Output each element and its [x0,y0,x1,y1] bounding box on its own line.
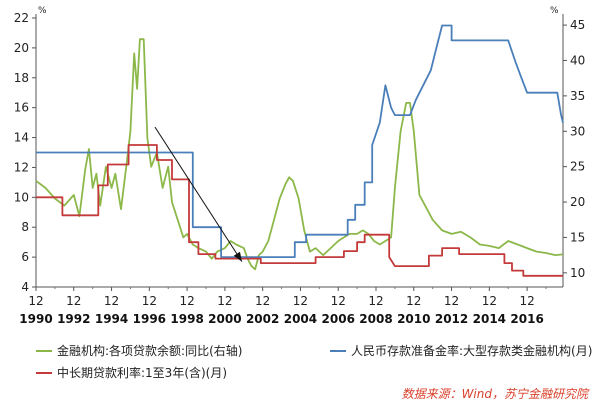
legend-label-3: 中长期贷款利率:1至3年(含)(月) [57,365,227,380]
x-tick-month-label: 12 [406,294,421,308]
x-tick-year-label: 2014 [473,312,506,326]
axes: 4 6 8 10 12 14 16 18 20 22 % 10 15 20 25 30 35 40 45% 12 199… [14,6,586,326]
right-tick-label: 45 [570,18,585,32]
left-tick-label: 12 [14,160,29,174]
left-tick-label: 10 [14,190,29,204]
x-tick-month-label: 12 [293,294,308,308]
x-tick-month-label: 12 [368,294,383,308]
x-tick-year-label: 2004 [284,312,317,326]
right-tick-label: 40 [570,53,585,67]
legend-label-2: 人民币存款准备金率:大型存款类金融机构(月) [351,343,592,358]
x-tick-year-label: 2002 [246,312,279,326]
x-tick-year-label: 2010 [397,312,430,326]
right-tick-label: 25 [570,160,585,174]
annotation-arrow-shaft [154,126,243,262]
left-tick-label: 8 [21,220,29,234]
x-tick-year-label: 1990 [19,312,52,326]
left-tick-label: 20 [14,41,29,55]
right-tick-label: 35 [570,89,585,103]
left-tick-label: 22 [14,11,29,25]
right-axis-unit: % [550,6,559,16]
x-tick-year-label: 1998 [170,312,203,326]
x-tick-month-label: 12 [331,294,346,308]
x-tick-month-label: 12 [444,294,459,308]
x-tick-year-label: 1992 [57,312,90,326]
x-tick-year-label: 2016 [510,312,543,326]
x-tick-month-label: 12 [519,294,534,308]
x-tick-year-label: 2012 [435,312,468,326]
left-tick-label: 6 [21,250,29,264]
legend: 金融机构:各项贷款余额:同比(右轴) 人民币存款准备金率:大型存款类金融机构(月)… [36,343,592,380]
x-tick-month-label: 12 [28,294,43,308]
series-layer [35,24,564,277]
left-axis-unit: % [38,6,47,16]
series-line-3 [36,144,563,277]
x-tick-month-label: 12 [482,294,497,308]
right-tick-label: 10 [570,266,585,280]
x-tick-year-label: 2000 [208,312,241,326]
series-line-2 [36,24,564,259]
series-line-1 [35,38,564,271]
left-tick-label: 16 [14,101,29,115]
legend-label-1: 金融机构:各项贷款余额:同比(右轴) [57,343,242,358]
x-tick-month-label: 12 [179,294,194,308]
x-tick-month-label: 12 [66,294,81,308]
source-note: 数据来源：Wind，苏宁金融研究院 [402,387,590,401]
annotation-arrow-head [233,251,242,262]
x-tick-month-label: 12 [255,294,270,308]
right-tick-label: 30 [570,124,585,138]
x-tick-month-label: 12 [104,294,119,308]
annotation-layer [154,126,243,262]
x-tick-month-label: 12 [217,294,232,308]
x-tick-year-label: 1994 [95,312,128,326]
right-tick-label: 20 [570,195,585,209]
left-tick-label: 4 [21,280,29,294]
right-tick-label: 15 [570,230,585,244]
x-tick-month-label: 12 [142,294,157,308]
x-tick-year-label: 2006 [322,312,355,326]
left-tick-label: 18 [14,71,29,85]
x-tick-year-label: 2008 [359,312,392,326]
x-tick-year-label: 1996 [133,312,166,326]
left-tick-label: 14 [14,131,29,145]
